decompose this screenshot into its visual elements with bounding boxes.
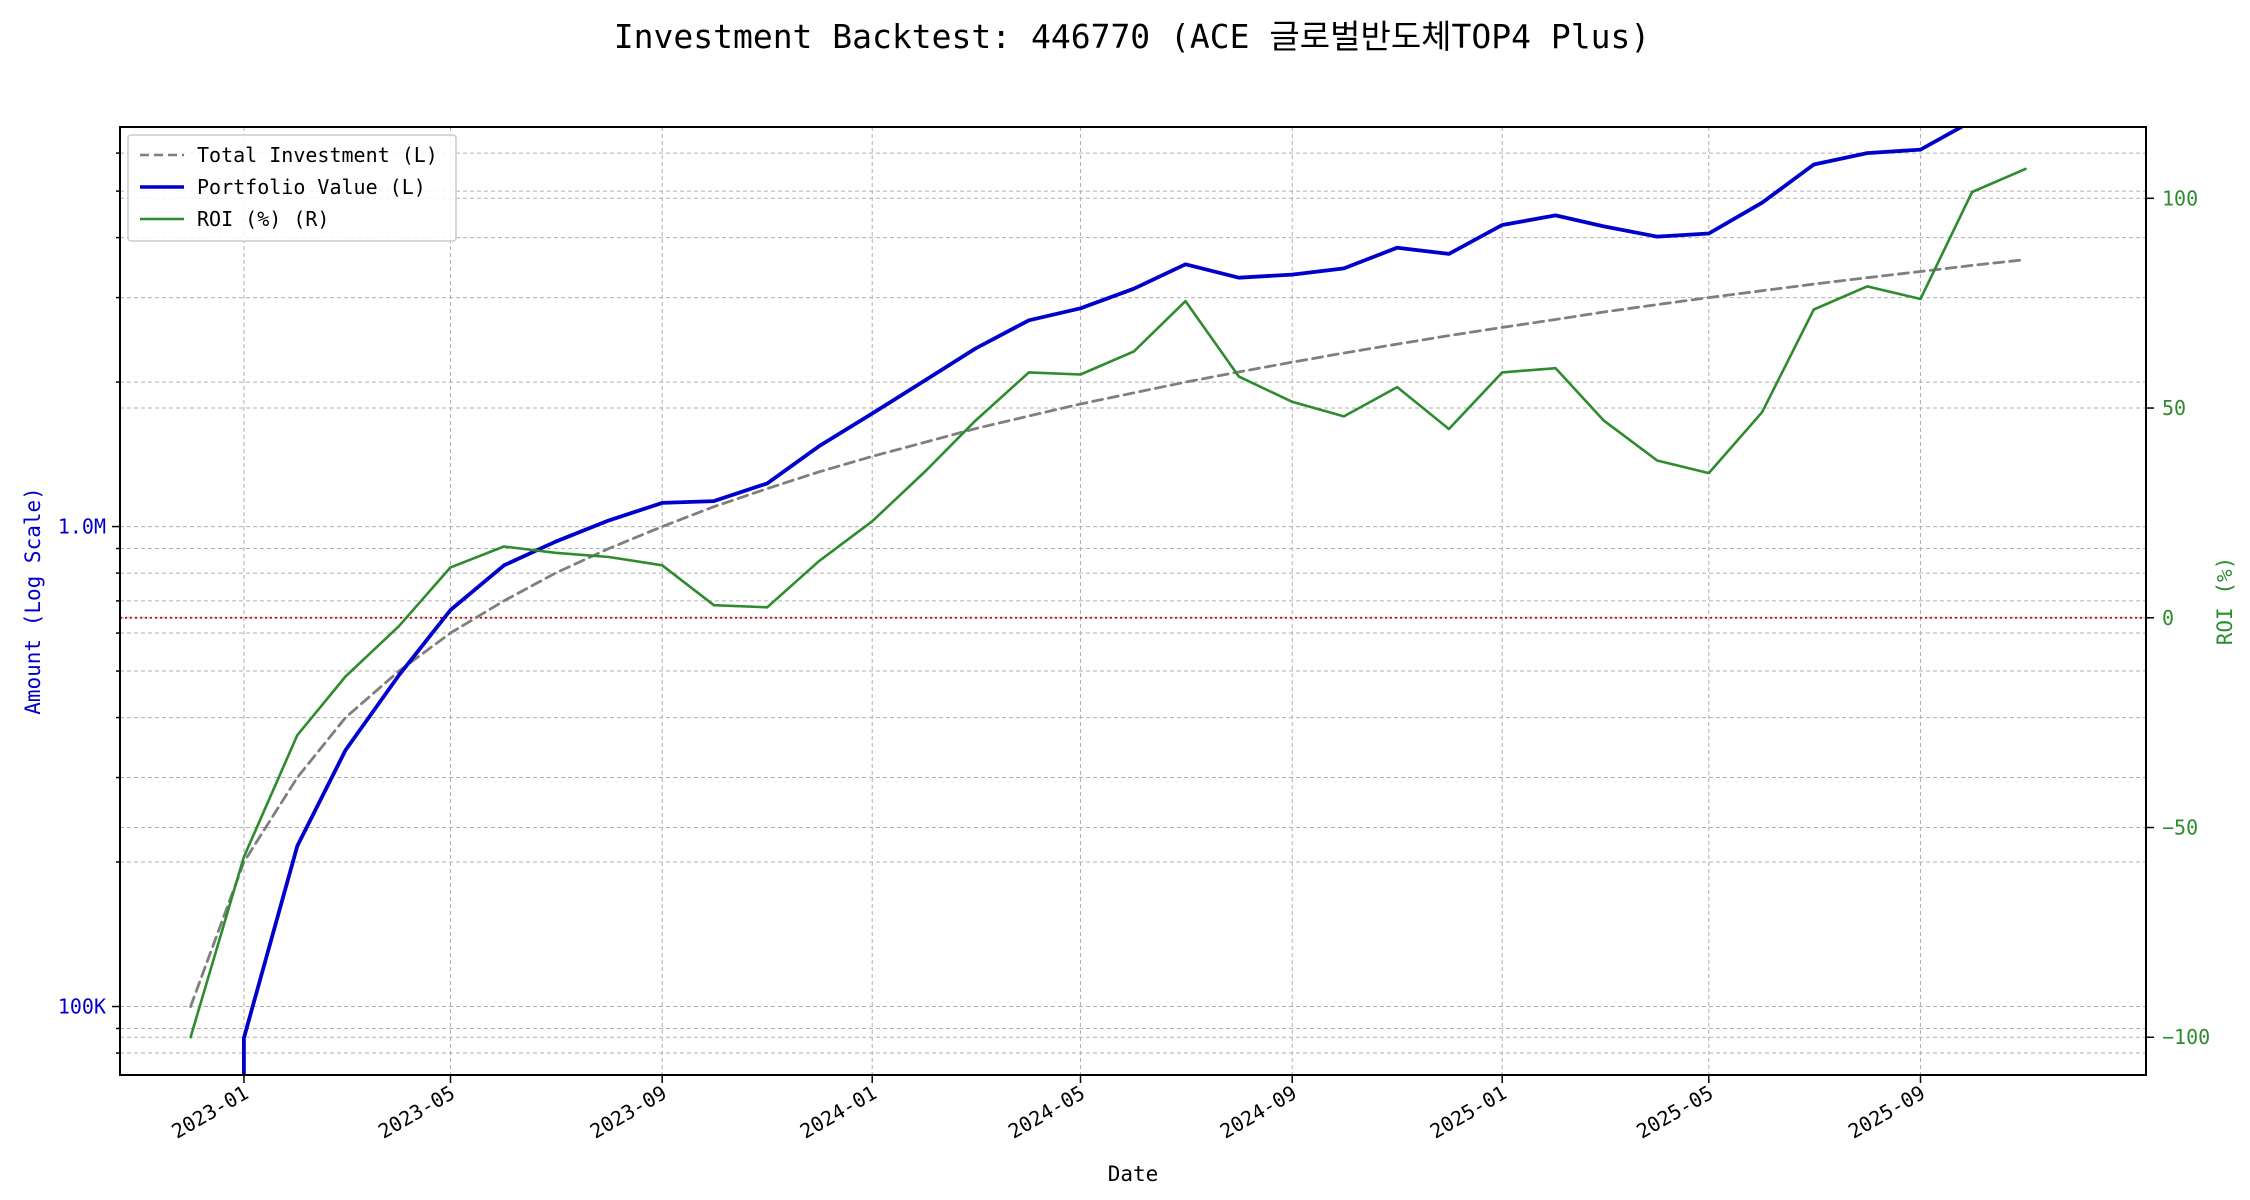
x-tick-label: 2025-09 [1844,1081,1929,1144]
x-axis-label: Date [1108,1162,1159,1186]
y-left-tick-label: 100K [58,995,106,1019]
x-tick-label: 2024-05 [1004,1081,1089,1144]
y-axis-left-label: Amount (Log Scale) [21,487,45,715]
axis-layer: 2023-01 2023-05 2023-09 2024-01 2024-05 2024-… [58,152,2210,1144]
y-axis-right-label: ROI (%) [2213,557,2237,646]
y-right-tick-label: 50 [2162,396,2186,420]
grid-lines [120,127,2146,1075]
x-tick-label: 2023-09 [586,1081,671,1144]
x-tick-label: 2025-01 [1426,1081,1511,1144]
legend-box [127,134,457,242]
legend: Total Investment (L) Portfolio Value (L)… [127,134,457,242]
x-tick-label: 2024-09 [1216,1081,1301,1144]
legend-label-portfolio-value: Portfolio Value (L) [197,175,426,199]
y-left-tick-label: 1.0M [58,515,106,539]
legend-label-total-investment: Total Investment (L) [197,143,438,167]
series-line-portfolio-value [242,127,1966,1075]
x-tick-label: 2024-01 [796,1081,881,1144]
x-tick-label: 2023-05 [374,1081,459,1144]
series-layer [120,127,2146,1075]
x-tick-label: 2023-01 [167,1081,252,1144]
y-right-tick-label: 0 [2162,606,2174,630]
x-tick-label: 2025-05 [1632,1081,1717,1144]
legend-label-roi: ROI (%) (R) [197,207,329,231]
series-line-total-investment [189,258,2027,1008]
series-line-roi [189,167,2027,1039]
y-right-tick-label: 100 [2162,186,2198,210]
y-right-tick-label: −100 [2162,1025,2210,1049]
y-right-tick-label: −50 [2162,816,2198,840]
chart-title: Investment Backtest: 446770 (ACE 글로벌반도체T… [614,17,1650,56]
